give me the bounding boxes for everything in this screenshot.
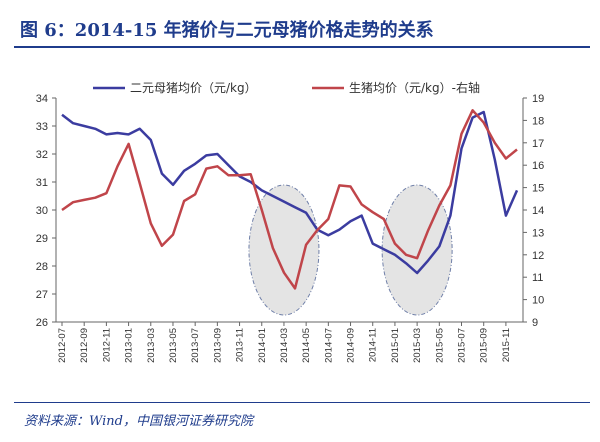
series-line-hog-price [61, 109, 518, 290]
x-tick-label: 2015-11 [501, 328, 512, 362]
left-tick-label: 33 [36, 121, 48, 133]
left-axis-ticks: 26 27 28 29 30 31 32 33 34 [36, 93, 56, 329]
right-axis-ticks: 9 10 11 12 13 14 15 16 17 18 19 [523, 93, 544, 329]
right-tick-label: 16 [532, 160, 544, 172]
right-tick-label: 12 [532, 250, 544, 262]
x-tick-label: 2015-03 [412, 328, 423, 363]
highlight-ellipse-1 [248, 184, 320, 316]
title-rule [14, 46, 590, 48]
right-tick-label: 17 [532, 138, 544, 150]
right-tick-label: 18 [532, 115, 544, 127]
x-tick-label: 2014-11 [368, 328, 379, 362]
x-tick-label: 2013-11 [235, 328, 246, 362]
right-tick-label: 10 [532, 295, 544, 307]
x-tick-label: 2015-01 [390, 328, 401, 363]
x-tick-label: 2014-07 [323, 328, 334, 363]
x-tick-label: 2014-03 [279, 328, 290, 363]
left-tick-label: 27 [36, 289, 48, 301]
x-tick-label: 2012-09 [79, 328, 90, 363]
x-tick-label: 2013-03 [146, 328, 157, 363]
source-rule [14, 402, 590, 403]
source-note: 资料来源：Wind，中国银河证券研究院 [24, 414, 253, 429]
left-tick-label: 26 [36, 317, 48, 329]
series-lines [61, 109, 519, 290]
right-tick-label: 19 [532, 93, 544, 105]
legend-label-hog: 生猪均价（元/kg）-右轴 [349, 80, 480, 95]
legend: 二元母猪均价（元/kg） 生猪均价（元/kg）-右轴 [93, 80, 480, 95]
left-tick-label: 28 [36, 261, 48, 273]
right-tick-label: 11 [532, 272, 543, 284]
x-tick-label: 2015-07 [457, 328, 468, 363]
series-line-sow-price [61, 110, 519, 275]
left-tick-label: 34 [36, 93, 48, 105]
right-tick-label: 13 [532, 227, 544, 239]
highlight-ellipse-2 [381, 184, 453, 316]
x-tick-label: 2013-09 [212, 328, 223, 363]
right-tick-label: 9 [532, 317, 538, 329]
x-tick-label: 2014-09 [346, 328, 357, 363]
left-tick-label: 29 [36, 233, 48, 245]
x-tick-label: 2013-05 [168, 328, 179, 363]
x-tick-label: 2012-11 [101, 328, 112, 362]
right-tick-label: 14 [532, 205, 544, 217]
left-tick-label: 32 [36, 149, 48, 161]
x-tick-label: 2014-05 [301, 328, 312, 363]
chart-title: 图 6：2014-15 年猪价与二元母猪价格走势的关系 [20, 20, 434, 41]
x-tick-label: 2012-07 [57, 328, 68, 363]
legend-label-sow: 二元母猪均价（元/kg） [130, 81, 257, 95]
left-tick-label: 30 [36, 205, 48, 217]
x-axis-ticks: 2012-07 2012-09 2012-11 2013-01 2013-03 2013-… [57, 322, 512, 363]
x-tick-label: 2014-01 [257, 328, 268, 363]
x-tick-label: 2013-07 [190, 328, 201, 363]
left-tick-label: 31 [36, 177, 48, 189]
x-tick-label: 2015-09 [479, 328, 490, 363]
right-tick-label: 15 [532, 183, 544, 195]
x-tick-label: 2013-01 [124, 328, 135, 363]
x-tick-label: 2015-05 [434, 328, 445, 363]
